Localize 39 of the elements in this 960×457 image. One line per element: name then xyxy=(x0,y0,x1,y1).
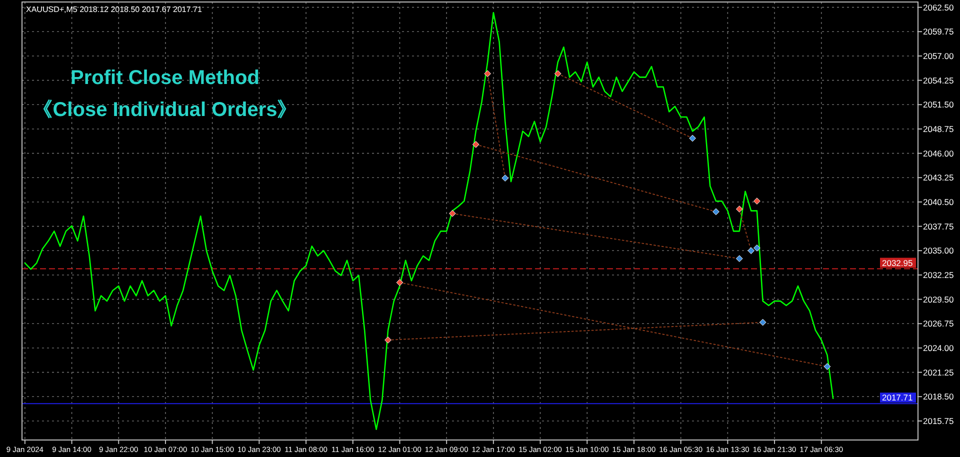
point xyxy=(759,318,766,326)
y-tick-label: 2054.25 xyxy=(923,75,954,86)
y-tick-label: 2015.75 xyxy=(923,416,954,426)
y-tick-label: 2051.50 xyxy=(923,100,954,110)
ref-line-label: 2017.71 xyxy=(882,392,913,403)
text: Profit Close Method 《Close Individual Orders》 xyxy=(32,67,298,121)
point xyxy=(448,210,456,217)
ref-line-label: 2032.95 xyxy=(882,258,913,268)
y-tick-label: 2057.00 xyxy=(923,50,954,61)
point xyxy=(754,198,760,205)
y-tick-label: 2026.75 xyxy=(923,318,954,329)
y-tick-label: 2037.75 xyxy=(923,221,954,232)
point xyxy=(554,70,562,78)
line-series xyxy=(24,12,834,430)
y-tick-label: 2032.25 xyxy=(923,270,954,280)
y-tick-label: 2029.50 xyxy=(923,294,954,304)
point xyxy=(748,247,755,254)
point xyxy=(736,255,743,262)
point xyxy=(736,206,743,213)
point xyxy=(396,279,404,286)
y-tick-label: 2046.00 xyxy=(923,148,954,158)
point xyxy=(472,141,480,148)
y-tick-label: 2024.00 xyxy=(923,342,954,353)
y-tick-label: 2035.00 xyxy=(923,246,954,256)
y-tick-label: 2043.25 xyxy=(923,172,954,183)
y-tick-label: 2021.25 xyxy=(923,367,954,378)
y-tick-label: 2059.75 xyxy=(923,26,954,37)
point xyxy=(824,363,831,370)
y-tick-label: 2062.50 xyxy=(923,2,954,12)
point xyxy=(384,336,392,344)
point xyxy=(689,134,696,142)
point xyxy=(484,70,492,78)
y-tick-label: 2040.50 xyxy=(923,196,954,207)
y-tick-label: 2048.75 xyxy=(923,124,954,134)
point xyxy=(502,174,509,182)
y-tick-label: 2018.50 xyxy=(923,392,954,402)
point xyxy=(712,208,720,216)
point xyxy=(754,244,760,252)
chart-subtitle: XAUUSD+,M5 2018.12 2018.50 2017.67 2017.71 xyxy=(26,5,202,14)
